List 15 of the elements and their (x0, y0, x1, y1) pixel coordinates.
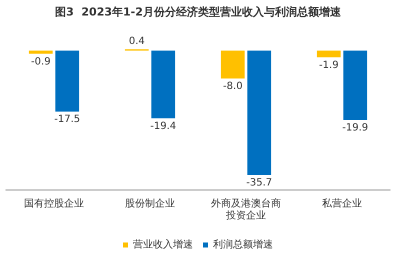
chart-title: 图3 2023年1-2月份分经济类型营业收入与利润总额增速 (55, 5, 342, 18)
data-label: -8.0 (223, 81, 243, 92)
x-tick-label: 国有控股企业 (24, 198, 84, 210)
data-label: -19.9 (342, 122, 368, 134)
data-label: -1.9 (319, 60, 339, 71)
legend-label: 营业收入增速 (133, 238, 193, 251)
x-tick-label: 私营企业 (322, 198, 362, 210)
data-label: -17.5 (54, 114, 80, 126)
data-label: -35.7 (246, 178, 272, 189)
x-tick-label: 股份制企业 (125, 198, 175, 210)
x-tick-label: 外商及港澳台商投资企业 (211, 198, 281, 222)
legend-label: 利润总额增速 (213, 238, 273, 251)
data-label: 0.4 (128, 36, 145, 47)
data-label: -0.9 (31, 56, 51, 68)
data-label: -19.4 (150, 120, 176, 132)
